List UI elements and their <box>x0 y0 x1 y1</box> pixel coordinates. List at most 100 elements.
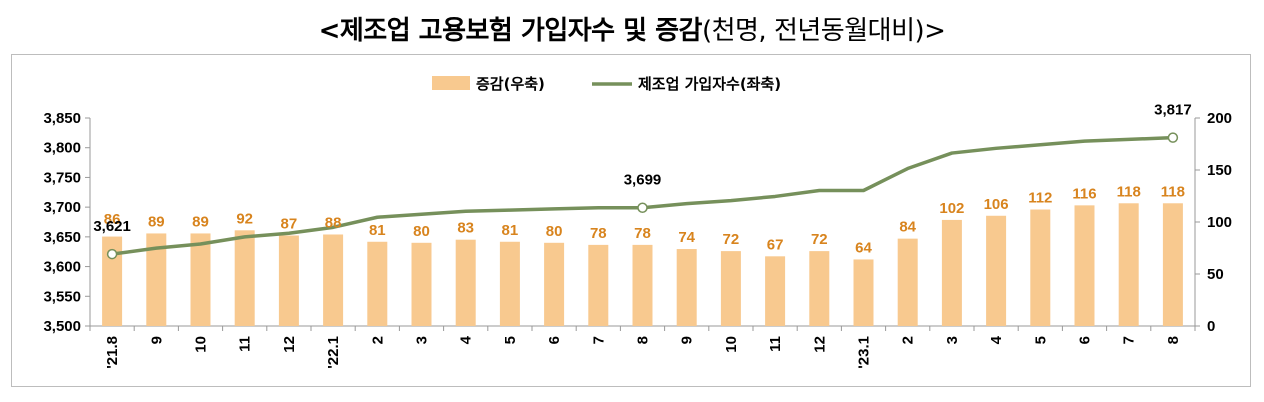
x-tick-label: 4 <box>458 335 475 344</box>
bar-value-label: 86 <box>104 211 121 228</box>
x-tick-label: 7 <box>590 336 607 344</box>
bar-value-label: 72 <box>811 231 828 248</box>
x-tick-label: 12 <box>811 336 828 353</box>
bar <box>676 249 697 326</box>
bar <box>411 242 432 326</box>
right-tick-label: 0 <box>1207 318 1215 335</box>
left-tick-label: 3,550 <box>43 288 81 305</box>
right-tick-label: 150 <box>1207 162 1232 179</box>
bar <box>588 244 609 326</box>
bar <box>720 251 741 326</box>
x-tick-label: 4 <box>988 335 1005 344</box>
bar <box>190 233 211 326</box>
bar <box>234 230 255 326</box>
bar <box>853 259 874 326</box>
bar-value-label: 92 <box>236 210 253 227</box>
x-tick-label: 2 <box>369 336 386 344</box>
chart-title-main: <제조업 고용보험 가입자수 및 증감 <box>318 16 703 46</box>
line-point-marker <box>637 202 648 213</box>
x-tick-label: 10 <box>723 336 740 353</box>
x-tick-label: 8 <box>1165 336 1182 344</box>
legend-bar-label: 증감(우축) <box>476 75 545 93</box>
x-tick-label: 3 <box>414 336 431 344</box>
bar-value-label: 89 <box>192 213 209 230</box>
line-point-marker <box>106 248 118 260</box>
bar-value-label: 64 <box>855 239 872 256</box>
x-tick-label: 10 <box>193 336 210 353</box>
bar-value-label: 78 <box>634 225 651 242</box>
bar-value-label: 118 <box>1117 183 1141 200</box>
bar <box>102 236 123 326</box>
x-tick-label: 9 <box>148 336 165 344</box>
bar-value-label: 89 <box>148 213 165 230</box>
bar-value-label: 81 <box>369 222 386 239</box>
x-tick-label: 6 <box>1077 336 1094 344</box>
bar <box>323 234 344 326</box>
bar-value-label: 83 <box>457 220 474 237</box>
bar <box>544 242 565 326</box>
bar <box>632 244 653 326</box>
bar-value-label: 80 <box>546 223 563 240</box>
bar-value-label: 74 <box>678 229 695 246</box>
chart-frame <box>11 54 1251 387</box>
bar-value-label: 80 <box>413 223 430 240</box>
x-tick-label: '21.8 <box>104 336 121 369</box>
left-tick-label: 3,700 <box>43 199 81 216</box>
bar <box>1118 203 1139 326</box>
bar <box>146 233 167 326</box>
left-tick-label: 3,500 <box>43 318 81 335</box>
bar-value-label: 87 <box>281 216 298 233</box>
bar-value-label: 106 <box>984 196 1009 213</box>
right-tick-label: 100 <box>1207 214 1232 231</box>
bar-value-label: 84 <box>899 219 916 236</box>
left-tick-label: 3,650 <box>43 229 81 246</box>
x-tick-label: 12 <box>281 336 298 353</box>
bar <box>499 241 520 326</box>
bar <box>1162 203 1183 326</box>
x-tick-label: '23.1 <box>856 336 873 369</box>
x-tick-label: '22.1 <box>325 336 342 369</box>
bar <box>897 238 918 326</box>
x-tick-label: 8 <box>635 336 652 344</box>
x-tick-label: 6 <box>546 336 563 344</box>
x-tick-label: 3 <box>944 336 961 344</box>
line-point-label: 3,621 <box>93 218 131 235</box>
bar-value-label: 67 <box>767 236 784 253</box>
line-point-label: 3,817 <box>1154 102 1192 119</box>
x-tick-label: 9 <box>679 336 696 344</box>
bar <box>1030 209 1051 326</box>
left-tick-label: 3,600 <box>43 259 81 276</box>
bar <box>941 219 962 326</box>
line-point-marker <box>1167 132 1179 143</box>
legend-bar-swatch <box>432 76 470 90</box>
x-tick-label: 7 <box>1121 336 1138 344</box>
bar <box>367 241 388 326</box>
bar-value-label: 112 <box>1028 190 1052 207</box>
chart-title: <제조업 고용보험 가입자수 및 증감(천명, 전년동월대비)> <box>0 10 1264 47</box>
bar <box>986 215 1007 326</box>
legend-line-label: 제조업 가입자수(좌축) <box>638 75 781 93</box>
right-tick-label: 200 <box>1207 110 1232 127</box>
bar-value-label: 81 <box>502 222 519 239</box>
x-tick-label: 2 <box>900 336 917 344</box>
bar <box>1074 205 1095 326</box>
bar-value-label: 88 <box>325 214 342 231</box>
x-tick-label: 11 <box>767 336 784 352</box>
line-point-label: 3,699 <box>624 172 662 189</box>
x-tick-label: 5 <box>1032 336 1049 344</box>
bar <box>765 256 786 326</box>
bar-value-label: 116 <box>1072 185 1096 202</box>
bar <box>455 239 476 326</box>
left-tick-label: 3,800 <box>43 140 81 157</box>
bar <box>278 235 299 326</box>
bar <box>809 251 830 326</box>
left-tick-label: 3,750 <box>43 169 81 186</box>
x-tick-label: 5 <box>502 336 519 344</box>
bar-value-label: 72 <box>723 231 740 248</box>
chart-title-sub: (천명, 전년동월대비)> <box>701 16 946 46</box>
bar-value-label: 118 <box>1161 183 1185 200</box>
bar-value-label: 102 <box>939 200 964 217</box>
left-tick-label: 3,850 <box>43 110 81 127</box>
bar-value-label: 78 <box>590 225 607 242</box>
